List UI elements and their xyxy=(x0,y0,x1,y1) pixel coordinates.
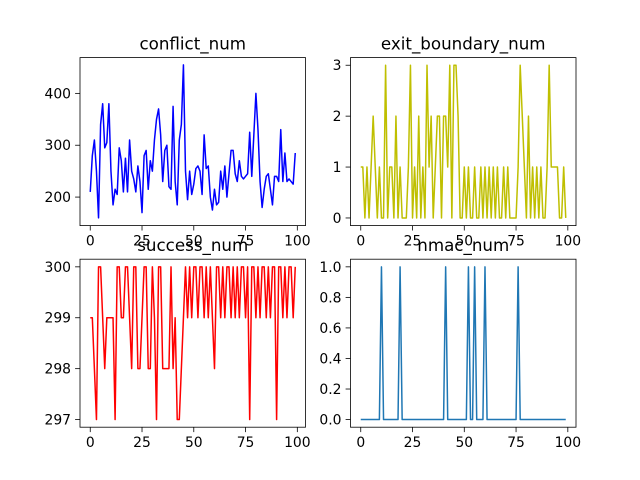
y-tick-label: 400 xyxy=(44,86,71,102)
x-tick-label: 100 xyxy=(555,234,582,250)
x-tick-label: 0 xyxy=(356,234,365,250)
y-tick-label: 0.0 xyxy=(319,413,341,429)
x-tick-label: 25 xyxy=(133,435,151,451)
y-tick-label: 0.6 xyxy=(319,321,341,337)
x-tick-label: 50 xyxy=(185,435,203,451)
y-tick-label: 1.0 xyxy=(319,260,341,276)
y-tick-label: 300 xyxy=(44,260,71,276)
subplot-title: exit_boundary_num xyxy=(381,34,546,55)
x-tick-label: 25 xyxy=(133,234,151,250)
x-tick-label: 0 xyxy=(356,435,365,451)
x-tick-label: 100 xyxy=(555,435,582,451)
axes-frame xyxy=(79,57,306,226)
y-tick-label: 200 xyxy=(44,190,71,206)
x-tick-label: 100 xyxy=(284,435,311,451)
x-tick-label: 0 xyxy=(86,435,95,451)
x-tick-label: 75 xyxy=(237,435,255,451)
y-tick-label: 0 xyxy=(333,211,342,227)
x-tick-label: 75 xyxy=(237,234,255,250)
y-tick-label: 3 xyxy=(333,58,342,74)
y-tick-label: 298 xyxy=(44,362,71,378)
line xyxy=(90,266,296,421)
subplot-title: conflict_num xyxy=(139,34,246,55)
y-tick-label: 300 xyxy=(44,138,71,154)
axes-frame xyxy=(350,57,577,226)
x-tick-label: 50 xyxy=(455,234,473,250)
line xyxy=(360,266,566,421)
subplot-title: success_num xyxy=(137,235,248,256)
x-tick-label: 75 xyxy=(507,234,525,250)
y-tick-label: 0.4 xyxy=(319,351,341,367)
y-tick-label: 1 xyxy=(333,160,342,176)
y-tick-label: 0.2 xyxy=(319,382,341,398)
x-tick-label: 25 xyxy=(404,234,422,250)
x-tick-label: 50 xyxy=(455,435,473,451)
y-tick-label: 2 xyxy=(333,109,342,125)
line xyxy=(89,64,296,219)
x-tick-label: 50 xyxy=(185,234,203,250)
line xyxy=(360,64,567,219)
y-tick-label: 297 xyxy=(44,413,71,429)
subplot-title: nmac_num xyxy=(417,235,509,256)
axes-frame xyxy=(79,258,306,428)
y-tick-label: 0.8 xyxy=(319,290,341,306)
x-tick-label: 75 xyxy=(507,435,525,451)
x-tick-label: 0 xyxy=(86,234,95,250)
axes-frame xyxy=(350,258,577,428)
x-tick-label: 100 xyxy=(284,234,311,250)
y-tick-label: 299 xyxy=(44,311,71,327)
x-tick-label: 25 xyxy=(404,435,422,451)
